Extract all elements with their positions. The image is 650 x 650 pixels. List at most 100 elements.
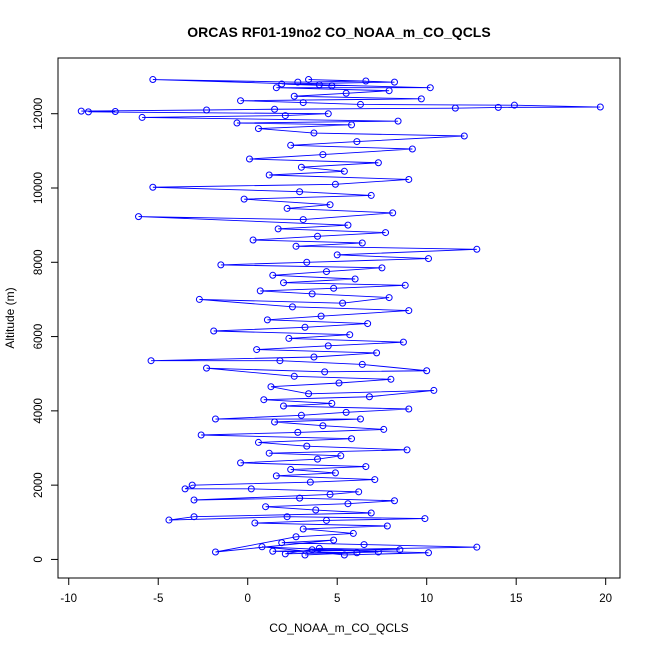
data-point [197, 431, 205, 439]
data-point [287, 141, 295, 149]
data-point [138, 113, 146, 121]
data-point [210, 327, 218, 335]
data-point [385, 87, 393, 95]
data-point [405, 307, 413, 315]
data-point [317, 312, 325, 320]
y-tick-label: 2000 [33, 472, 45, 498]
data-point [319, 151, 327, 159]
data-point [233, 119, 241, 127]
data-point [321, 368, 329, 376]
data-point [203, 106, 211, 114]
data-point [305, 76, 313, 84]
data-point [596, 103, 604, 111]
data-point [260, 396, 268, 404]
data-point [371, 476, 379, 484]
data-point [281, 112, 289, 120]
data-point [276, 357, 284, 365]
y-tick-label: 10000 [33, 172, 45, 204]
data-point [240, 195, 248, 203]
data-point [308, 546, 316, 554]
data-point [423, 367, 431, 375]
data-point [408, 145, 416, 153]
data-point [364, 320, 372, 328]
data-point [135, 213, 143, 221]
data-point [339, 299, 347, 307]
data-point [254, 125, 262, 133]
data-point [460, 132, 468, 140]
data-point [249, 236, 257, 244]
data-point [312, 506, 320, 514]
y-axis: 0 2000 4000 6000 8000 10000 12000 [33, 98, 59, 563]
data-point [365, 393, 373, 401]
data-point [310, 353, 318, 361]
data-point [287, 466, 295, 474]
data-point [263, 316, 271, 324]
data-point [149, 76, 157, 84]
y-tick-label: 12000 [33, 98, 45, 130]
data-point [258, 543, 266, 551]
data-point [314, 455, 322, 463]
plot-frame [57, 57, 621, 579]
data-point [326, 490, 334, 498]
data-point [290, 92, 298, 100]
data-point [296, 188, 304, 196]
x-tick-label: 0 [245, 593, 251, 605]
y-tick-label: 8000 [33, 249, 45, 275]
data-point [387, 375, 395, 383]
data-point [401, 281, 409, 289]
data-point [315, 544, 323, 552]
data-point [253, 346, 261, 354]
data-point [473, 543, 481, 551]
data-point [362, 463, 370, 471]
data-point [373, 349, 381, 357]
data-point [308, 290, 316, 298]
data-point [337, 452, 345, 460]
data-point [297, 163, 305, 171]
data-point [283, 513, 291, 521]
data-point [367, 191, 375, 199]
data-point [303, 258, 311, 266]
data-point [319, 422, 327, 430]
data-point [271, 418, 279, 426]
data-point [473, 245, 481, 253]
data-point [247, 485, 255, 493]
data-point [390, 78, 398, 86]
data-point [301, 323, 309, 331]
series-line [81, 79, 601, 556]
x-axis: -10 -5 0 5 10 15 20 [60, 577, 612, 605]
data-point [296, 494, 304, 502]
data-point [346, 331, 354, 339]
data-point [396, 546, 404, 554]
data-point [195, 295, 203, 303]
data-point [382, 229, 390, 237]
data-point [267, 383, 275, 391]
data-point [362, 77, 370, 85]
data-point [147, 357, 155, 365]
data-point [246, 155, 254, 163]
data-point [297, 411, 305, 419]
x-tick-label: -5 [153, 593, 163, 605]
x-tick-label: 15 [510, 593, 523, 605]
x-tick-label: 10 [420, 593, 433, 605]
data-point [451, 104, 459, 112]
data-point [403, 446, 411, 454]
data-point [212, 548, 219, 556]
data-point [424, 549, 432, 557]
data-point [299, 99, 307, 107]
data-point [348, 121, 356, 129]
data-point [426, 84, 434, 92]
data-point [358, 239, 366, 247]
data-point [299, 525, 307, 533]
data-point [367, 509, 375, 517]
data-point [294, 428, 302, 436]
data-point [262, 503, 270, 511]
data-point [301, 551, 309, 559]
data-point [405, 175, 413, 183]
data-point [394, 117, 402, 125]
data-point [380, 425, 388, 433]
data-point [294, 78, 302, 86]
data-point [356, 415, 364, 423]
data-point [353, 138, 361, 146]
data-point [331, 469, 339, 477]
